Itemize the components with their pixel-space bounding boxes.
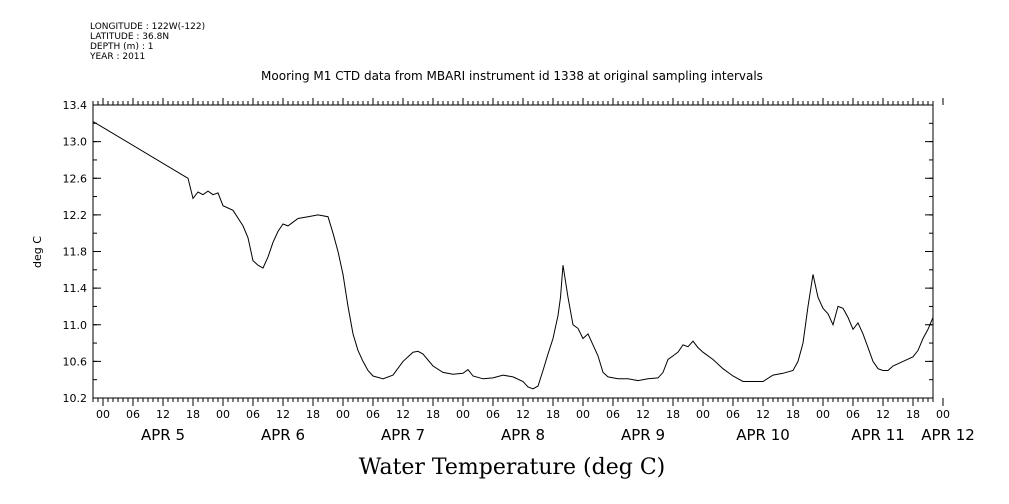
plot-frame: [92, 104, 934, 399]
x-day-label: APR 5: [141, 426, 185, 444]
x-hour-label: 18: [186, 408, 200, 421]
y-tick-label: 13.0: [63, 136, 88, 149]
x-hour-label: 00: [576, 408, 590, 421]
x-day-label: APR 7: [381, 426, 425, 444]
y-tick-label: 12.2: [63, 209, 88, 222]
bottom-title: Water Temperature (deg C): [359, 455, 666, 480]
x-hour-label: 18: [546, 408, 560, 421]
chart-title: Mooring M1 CTD data from MBARI instrumen…: [261, 69, 763, 83]
y-axis-tick-labels: 10.2 10.6 11.0 11.4 11.8 12.2 12.6 13.0 13.4: [63, 99, 88, 405]
x-hour-label: 12: [156, 408, 170, 421]
x-hour-label: 06: [486, 408, 500, 421]
x-hour-label: 00: [936, 408, 950, 421]
x-hour-label: 00: [696, 408, 710, 421]
y-axis-ticks: [93, 104, 933, 399]
x-day-label: APR 9: [621, 426, 665, 444]
y-tick-label: 13.4: [63, 99, 88, 112]
x-hour-label: 12: [276, 408, 290, 421]
x-day-label: APR 10: [736, 426, 790, 444]
x-hour-label: 12: [876, 408, 890, 421]
y-tick-label: 10.2: [63, 392, 88, 405]
x-hour-label: 18: [906, 408, 920, 421]
y-axis-label: deg C: [31, 236, 44, 268]
x-hour-label: 12: [636, 408, 650, 421]
y-tick-label: 11.0: [63, 319, 88, 332]
x-hour-label: 00: [456, 408, 470, 421]
x-hour-label: 06: [126, 408, 140, 421]
x-hour-label: 00: [336, 408, 350, 421]
x-hour-label: 06: [366, 408, 380, 421]
depth-label: DEPTH (m) : 1: [90, 42, 153, 52]
x-hour-label: 18: [306, 408, 320, 421]
y-tick-label: 10.6: [63, 355, 88, 368]
x-axis-hour-labels: 00 06 12 18 00 06 12 18 00 06 12 18 00 06 12 18 00 06 12 18…: [96, 408, 950, 421]
bottom-minor-ticks: [92, 398, 934, 402]
year-label: YEAR : 2011: [89, 52, 145, 62]
y-tick-label: 11.8: [63, 246, 88, 259]
x-hour-label: 12: [756, 408, 770, 421]
x-hour-label: 18: [426, 408, 440, 421]
y-tick-label: 11.4: [63, 282, 88, 295]
x-axis-day-labels: APR 5 APR 6 APR 7 APR 8 APR 9 APR 10 APR 11 APR…: [141, 426, 975, 444]
x-day-label: APR 11: [851, 426, 905, 444]
x-hour-label: 18: [666, 408, 680, 421]
x-hour-label: 00: [96, 408, 110, 421]
latitude-label: LATITUDE : 36.8N: [90, 32, 169, 42]
x-axis-ticks: [102, 98, 944, 406]
x-day-label: APR 12: [921, 426, 975, 444]
x-hour-label: 06: [846, 408, 860, 421]
temperature-series-line: [92, 121, 934, 390]
x-hour-label: 12: [396, 408, 410, 421]
x-hour-label: 18: [786, 408, 800, 421]
longitude-label: LONGITUDE : 122W(-122): [90, 22, 205, 32]
x-hour-label: 12: [516, 408, 530, 421]
x-hour-label: 06: [246, 408, 260, 421]
x-day-label: APR 6: [261, 426, 305, 444]
x-hour-label: 06: [606, 408, 620, 421]
top-minor-ticks: [92, 101, 934, 105]
x-hour-label: 00: [216, 408, 230, 421]
y-tick-label: 12.6: [63, 172, 88, 185]
x-hour-label: 00: [816, 408, 830, 421]
x-day-label: APR 8: [501, 426, 545, 444]
x-hour-label: 06: [726, 408, 740, 421]
